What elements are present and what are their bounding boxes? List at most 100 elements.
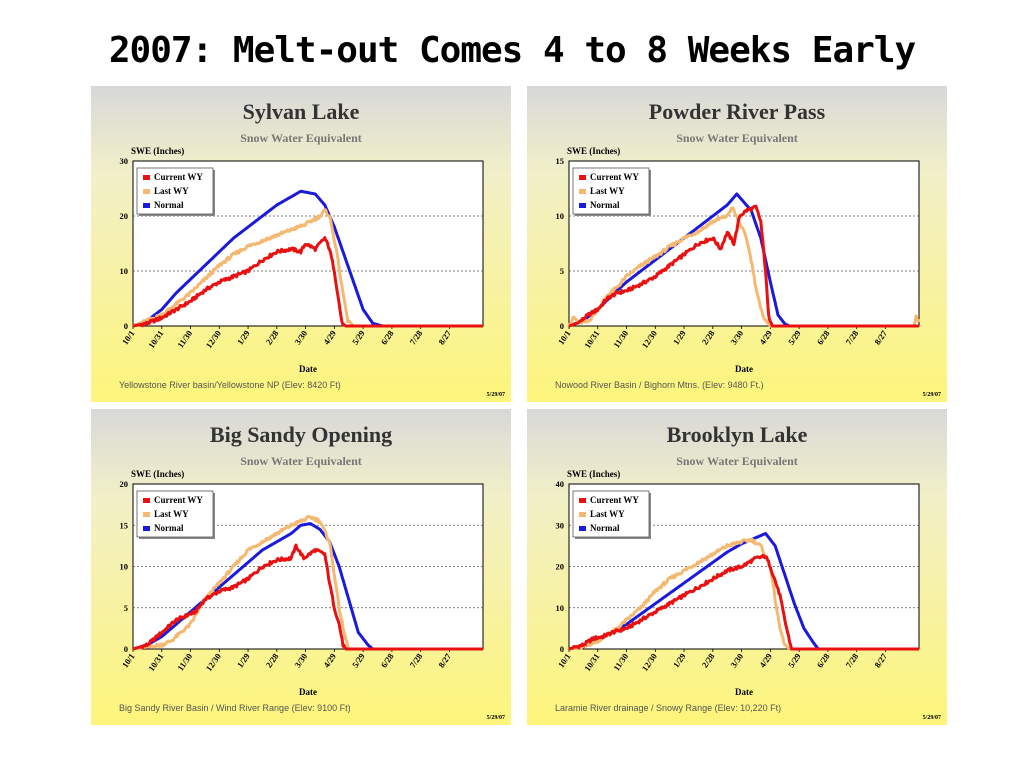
chart-title: Big Sandy Opening: [210, 422, 392, 447]
x-tick-label: 8/27: [872, 328, 889, 347]
x-tick-label: 6/28: [815, 651, 832, 669]
chart-title: Brooklyn Lake: [667, 422, 808, 447]
x-tick-label: 6/28: [379, 651, 396, 669]
y-tick-label: 20: [556, 562, 565, 572]
y-tick-label: 20: [120, 211, 129, 221]
x-tick-label: 2/28: [700, 651, 717, 669]
y-axis-label: SWE (Inches): [567, 146, 620, 156]
y-tick-label: 0: [560, 321, 564, 331]
chart-footer: Yellowstone River basin/Yellowstone NP (…: [119, 380, 341, 390]
x-tick-label: 10/31: [582, 651, 601, 673]
legend-swatch-last: [579, 512, 586, 517]
legend-label: Last WY: [154, 186, 189, 196]
x-tick-label: 12/30: [204, 651, 223, 673]
x-tick-label: 7/28: [407, 651, 424, 669]
x-tick-label: 11/30: [611, 328, 630, 349]
chart-footer: Big Sandy River Basin / Wind River Range…: [119, 703, 351, 713]
legend-swatch-normal: [579, 526, 586, 531]
y-tick-label: 10: [556, 603, 565, 613]
x-tick-label: 1/29: [671, 328, 688, 346]
x-tick-label: 12/30: [204, 328, 223, 350]
chart-svg: Big Sandy Opening Snow Water Equivalent 0 5…: [119, 422, 505, 721]
legend-swatch-last: [579, 189, 586, 194]
chart-subtitle: Snow Water Equivalent: [676, 454, 798, 468]
legend-label: Last WY: [154, 509, 189, 519]
x-tick-label: 7/28: [407, 328, 424, 346]
legend-label: Normal: [154, 200, 184, 210]
y-axis-label: SWE (Inches): [131, 469, 184, 479]
legend-label: Normal: [590, 200, 620, 210]
x-tick-label: 10/1: [120, 328, 137, 346]
x-tick-label: 6/28: [815, 328, 832, 346]
x-tick-label: 10/31: [146, 651, 165, 673]
x-tick-label: 4/29: [757, 328, 774, 346]
chart-panel-big-sandy-opening: Big Sandy Opening Snow Water Equivalent 0 5…: [91, 409, 511, 725]
y-tick-label: 0: [560, 644, 564, 654]
x-axis-label: Date: [735, 364, 753, 374]
chart-title: Powder River Pass: [649, 99, 826, 124]
chart-title: Sylvan Lake: [243, 99, 360, 124]
chart-panel-powder-river-pass: Powder River Pass Snow Water Equivalent 0 5…: [527, 86, 947, 402]
x-tick-label: 5/29: [350, 651, 367, 669]
x-tick-label: 8/27: [436, 328, 453, 347]
y-tick-label: 0: [124, 644, 128, 654]
legend-label: Last WY: [590, 186, 625, 196]
x-tick-label: 10/31: [146, 328, 165, 350]
x-tick-label: 10/1: [120, 651, 137, 669]
x-tick-label: 2/28: [700, 328, 717, 346]
chart-date-stamp: 5/29/07: [487, 715, 505, 721]
x-tick-label: 2/28: [264, 328, 281, 346]
legend-swatch-current: [143, 498, 150, 503]
y-tick-label: 5: [124, 603, 128, 613]
x-tick-label: 11/30: [611, 651, 630, 672]
x-tick-label: 1/29: [671, 651, 688, 669]
x-tick-label: 5/29: [786, 328, 803, 346]
series-line-current: [568, 553, 920, 651]
chart-panel-brooklyn-lake: Brooklyn Lake Snow Water Equivalent 0 10 20 3…: [527, 409, 947, 725]
chart-date-stamp: 5/29/07: [923, 715, 941, 721]
y-tick-label: 0: [124, 321, 128, 331]
series-line-current: [132, 236, 484, 328]
chart-subtitle: Snow Water Equivalent: [240, 131, 362, 145]
legend-swatch-current: [143, 175, 150, 180]
x-tick-label: 3/30: [728, 651, 745, 669]
y-tick-label: 10: [120, 562, 129, 572]
chart-date-stamp: 5/29/07: [487, 392, 505, 398]
y-tick-label: 40: [556, 479, 565, 489]
chart-footer: Nowood River Basin / Bighorn Mtns. (Elev…: [555, 380, 764, 390]
series-line-current: [132, 543, 484, 651]
x-tick-label: 8/27: [436, 651, 453, 670]
chart-footer: Laramie River drainage / Snowy Range (El…: [555, 703, 781, 713]
y-tick-label: 5: [560, 266, 564, 276]
x-tick-label: 3/30: [292, 328, 309, 346]
y-tick-label: 10: [120, 266, 129, 276]
chart-subtitle: Snow Water Equivalent: [676, 131, 798, 145]
legend-swatch-current: [579, 175, 586, 180]
x-tick-label: 7/28: [843, 651, 860, 669]
x-tick-label: 3/30: [292, 651, 309, 669]
x-tick-label: 1/29: [235, 651, 252, 669]
y-tick-label: 20: [120, 479, 129, 489]
series-line-current: [568, 204, 920, 328]
legend-swatch-normal: [143, 203, 150, 208]
legend-label: Current WY: [154, 172, 203, 182]
legend-label: Normal: [154, 523, 184, 533]
x-tick-label: 12/30: [640, 328, 659, 350]
y-tick-label: 15: [120, 520, 129, 530]
y-tick-label: 30: [120, 156, 129, 166]
legend-swatch-normal: [143, 526, 150, 531]
x-tick-label: 8/27: [872, 651, 889, 670]
x-tick-label: 6/28: [379, 328, 396, 346]
chart-panel-sylvan-lake: Sylvan Lake Snow Water Equivalent 0 10 20 30 S…: [91, 86, 511, 402]
x-tick-label: 5/29: [786, 651, 803, 669]
legend-label: Current WY: [590, 172, 639, 182]
legend-label: Current WY: [154, 495, 203, 505]
chart-svg: Powder River Pass Snow Water Equivalent 0 5…: [555, 99, 941, 398]
y-tick-label: 15: [556, 156, 565, 166]
y-axis-label: SWE (Inches): [131, 146, 184, 156]
y-tick-label: 10: [556, 211, 565, 221]
x-tick-label: 1/29: [235, 328, 252, 346]
x-tick-label: 3/30: [728, 328, 745, 346]
y-tick-label: 30: [556, 520, 565, 530]
x-tick-label: 10/1: [556, 328, 573, 346]
